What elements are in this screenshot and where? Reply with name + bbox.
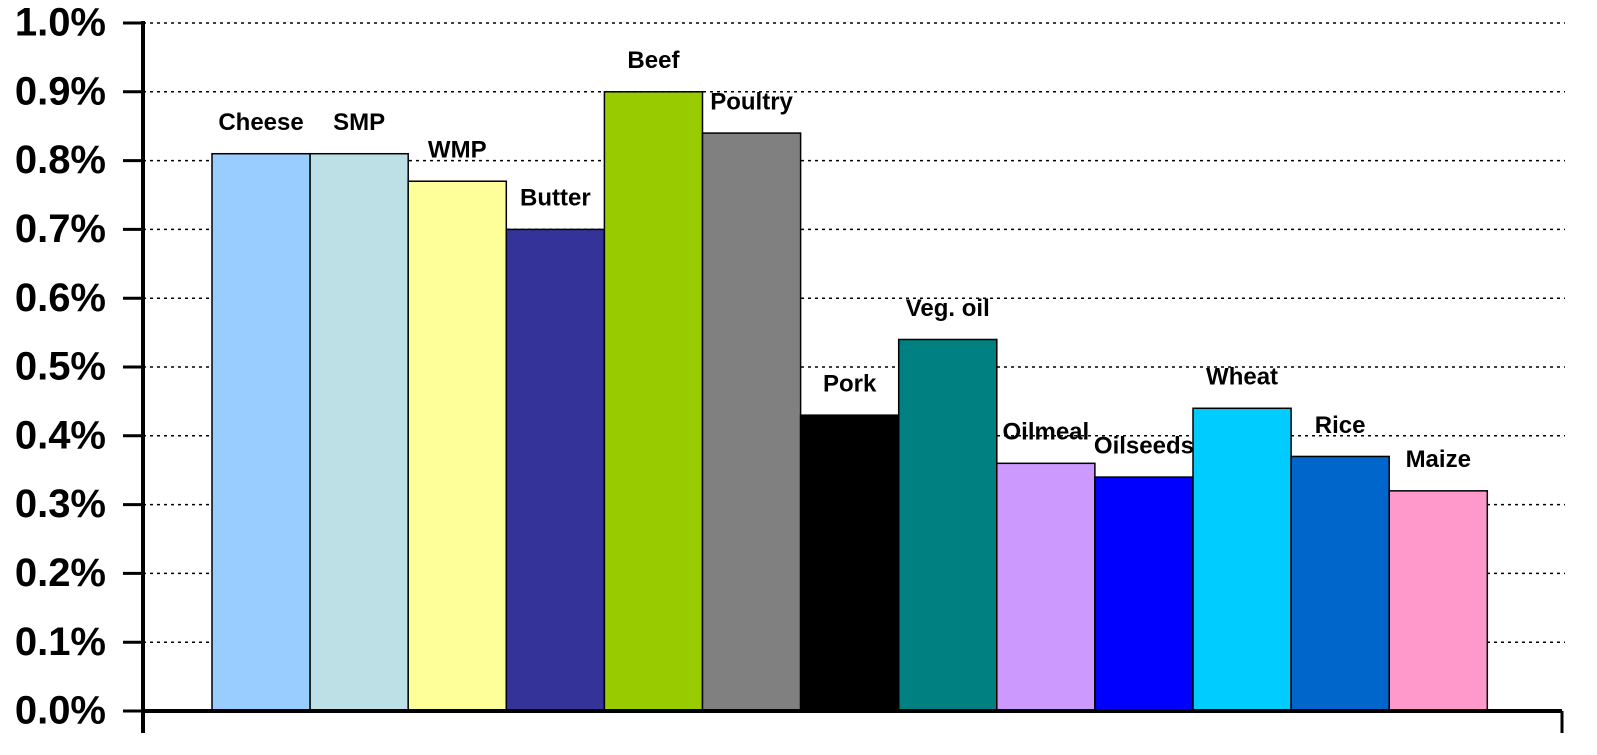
category-label: Beef bbox=[627, 47, 680, 74]
y-tick-label: 0.3% bbox=[15, 482, 106, 526]
y-tick-label: 0.9% bbox=[15, 69, 106, 113]
y-tick-label: 0.6% bbox=[15, 276, 106, 320]
y-tick-label: 0.2% bbox=[15, 551, 106, 595]
y-tick-label: 0.0% bbox=[15, 689, 106, 733]
bar bbox=[211, 152, 311, 712]
category-label: Oilmeal bbox=[1002, 419, 1089, 446]
y-tick-label: 0.5% bbox=[15, 345, 106, 389]
bar bbox=[309, 152, 409, 712]
category-label: Cheese bbox=[218, 109, 303, 136]
y-tick-label: 1.0% bbox=[15, 1, 106, 45]
bar bbox=[1290, 455, 1390, 712]
bar bbox=[1192, 407, 1292, 712]
y-tick-label: 0.4% bbox=[15, 413, 106, 457]
category-label: Pork bbox=[823, 371, 877, 398]
bar bbox=[1094, 476, 1194, 712]
bar bbox=[897, 338, 998, 712]
bar bbox=[407, 180, 508, 712]
category-label: WMP bbox=[428, 137, 487, 164]
category-label: Veg. oil bbox=[906, 295, 990, 322]
bar bbox=[799, 414, 900, 712]
category-label: Maize bbox=[1406, 446, 1471, 473]
bar bbox=[1388, 490, 1489, 712]
y-tick-label: 0.7% bbox=[15, 207, 106, 251]
bar bbox=[505, 228, 606, 712]
bar bbox=[996, 462, 1096, 712]
category-label: Poultry bbox=[710, 88, 793, 115]
bar bbox=[603, 91, 704, 712]
category-label: Wheat bbox=[1206, 364, 1278, 391]
category-label: Oilseeds bbox=[1094, 432, 1194, 459]
y-tick-label: 0.1% bbox=[15, 620, 106, 664]
category-label: Rice bbox=[1315, 412, 1366, 439]
bar bbox=[701, 132, 802, 712]
category-label: Butter bbox=[520, 185, 591, 212]
category-label: SMP bbox=[333, 109, 385, 136]
y-tick-label: 0.8% bbox=[15, 138, 106, 182]
